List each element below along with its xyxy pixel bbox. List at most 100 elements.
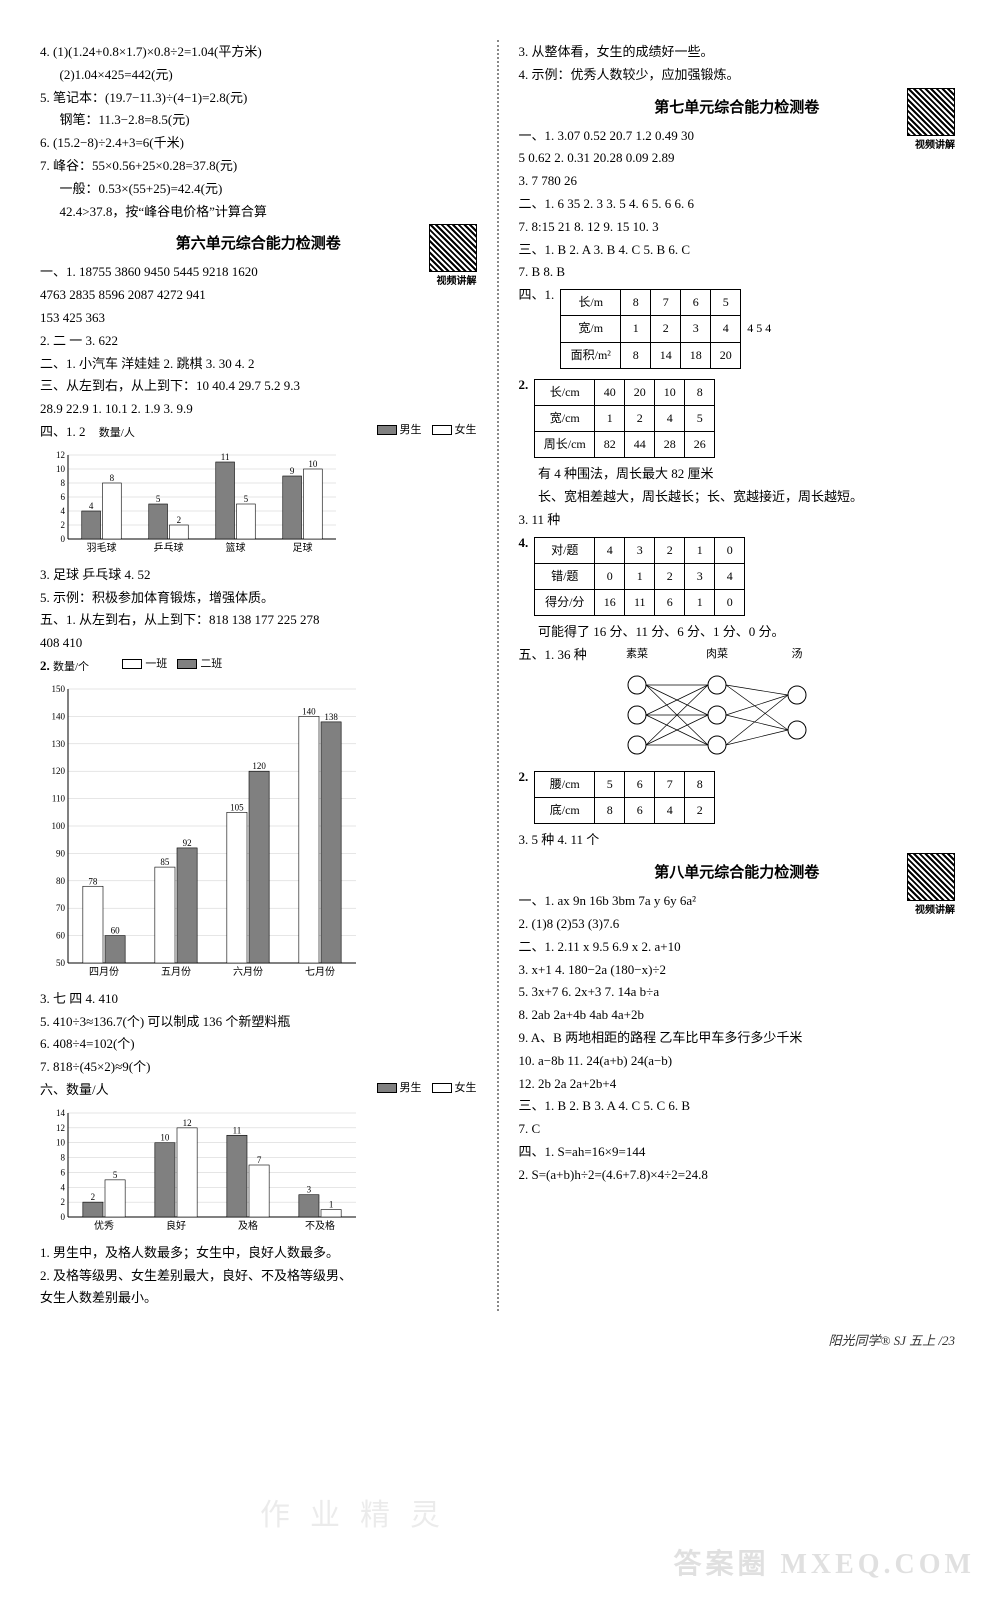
text: 三、从左到右，从上到下：10 40.4 29.7 5.2 9.3 <box>40 376 477 397</box>
table-perimeter: 长/cm4020108宽/cm1245周长/cm82442826 <box>534 379 715 459</box>
svg-text:12: 12 <box>183 1118 192 1128</box>
text: 1. 男生中，及格人数最多；女生中，良好人数最多。 <box>40 1243 477 1264</box>
svg-text:105: 105 <box>230 802 244 812</box>
text: 钢笔：11.3−2.8=8.5(元) <box>40 110 477 131</box>
text: 6. 408÷4=102(个) <box>40 1034 477 1055</box>
text: 一般：0.53×(55+25)=42.4(元) <box>40 179 477 200</box>
text: 5. 410÷3≈136.7(个) 可以制成 136 个新塑料瓶 <box>40 1012 477 1033</box>
text: 5. 笔记本：(19.7−11.3)÷(4−1)=2.8(元) <box>40 88 477 109</box>
svg-text:140: 140 <box>302 706 316 716</box>
svg-text:90: 90 <box>56 848 66 858</box>
ylabel: 数量/人 <box>99 427 135 439</box>
text: 5 0.62 2. 0.31 20.28 0.09 2.89 <box>519 148 956 169</box>
svg-text:60: 60 <box>111 925 121 935</box>
svg-text:5: 5 <box>244 494 249 504</box>
svg-text:78: 78 <box>88 876 98 886</box>
text: 10. a−8b 11. 24(a+b) 24(a−b) <box>519 1051 956 1072</box>
svg-text:肉菜: 肉菜 <box>706 647 728 660</box>
svg-text:素菜: 素菜 <box>626 647 648 660</box>
svg-text:4: 4 <box>61 506 66 516</box>
watermark-corner: 答案圈 MXEQ.COM <box>673 1543 975 1588</box>
qr-code-icon[interactable] <box>907 88 955 136</box>
qr-label: 视频讲解 <box>915 903 955 919</box>
text: 3. 足球 乒乓球 4. 52 <box>40 565 477 586</box>
svg-text:100: 100 <box>52 821 66 831</box>
text: 4. 示例：优秀人数较少，应加强锻炼。 <box>519 65 956 86</box>
chart3-head: 六、数量/人 男生 女生 <box>40 1080 477 1101</box>
svg-text:6: 6 <box>61 492 66 502</box>
table2-row: 2. 长/cm4020108宽/cm1245周长/cm82442826 <box>519 375 956 463</box>
svg-text:四月份: 四月份 <box>89 966 119 978</box>
svg-text:10: 10 <box>56 1137 66 1147</box>
text: 5. 3x+7 6. 2x+3 7. 14a b÷a <box>519 982 956 1003</box>
text: 长、宽相差越大，周长越长；长、宽越接近，周长越短。 <box>519 487 956 508</box>
text: 五、1. 从左到右，从上到下：818 138 177 225 278 <box>40 610 477 631</box>
text: 可能得了 16 分、11 分、6 分、1 分、0 分。 <box>519 622 956 643</box>
svg-text:8: 8 <box>61 1152 66 1162</box>
svg-text:2: 2 <box>61 1197 66 1207</box>
bar-chart-months: 50607080901001101201301401507860四月份8592五… <box>40 683 477 983</box>
text: 一、1. 18755 3860 9450 5445 9218 1620 <box>40 262 477 283</box>
text: 9. A、B 两地相距的路程 乙车比甲车多行多少千米 <box>519 1028 956 1049</box>
text: 三、1. B 2. B 3. A 4. C 5. C 6. B <box>519 1096 956 1117</box>
text: 4. (1)(1.24+0.8×1.7)×0.8÷2=1.04(平方米) <box>40 42 477 63</box>
legend-item: 二班 <box>177 656 222 674</box>
svg-text:11: 11 <box>221 452 230 462</box>
svg-text:及格: 及格 <box>238 1219 258 1232</box>
text: 3. 七 四 4. 410 <box>40 989 477 1010</box>
text: 153 425 363 <box>40 308 477 329</box>
chart2-head: 2. 数量/个 一班 二班 <box>40 656 477 677</box>
text: 7. 峰谷：55×0.56+25×0.28=37.8(元) <box>40 156 477 177</box>
text: 7. C <box>519 1119 956 1140</box>
svg-text:七月份: 七月份 <box>305 966 335 978</box>
svg-text:4: 4 <box>89 501 94 511</box>
text: 2. (1)8 (2)53 (3)7.6 <box>519 914 956 935</box>
text: 42.4>37.8，按“峰谷电价格”计算合算 <box>40 202 477 223</box>
svg-text:70: 70 <box>56 903 66 913</box>
text: 女生人数差别最小。 <box>40 1288 477 1309</box>
table3-row: 4. 对/题43210错/题01234得分/分1611610 <box>519 533 956 621</box>
text: 四、1. S=ah=16×9=144 <box>519 1142 956 1163</box>
text: 2. 及格等级男、女生差别最大，良好、不及格等级男、 <box>40 1266 477 1287</box>
text: 408 410 <box>40 633 477 654</box>
svg-text:110: 110 <box>52 793 66 803</box>
text: 四、1. 2 数量/人 男生 女生 <box>40 422 477 443</box>
table4-row: 2. 腰/cm5678底/cm8642 <box>519 767 956 828</box>
svg-text:10: 10 <box>160 1132 170 1142</box>
svg-text:1: 1 <box>329 1199 334 1209</box>
svg-text:150: 150 <box>52 684 66 694</box>
text: 二、1. 6 35 2. 3 3. 5 4. 6 5. 6 6. 6 <box>519 194 956 215</box>
svg-text:12: 12 <box>56 1123 65 1133</box>
text: 3. 从整体看，女生的成绩好一些。 <box>519 42 956 63</box>
net-row: 五、1. 36 种 素菜肉菜汤 <box>519 645 956 765</box>
svg-text:60: 60 <box>56 930 66 940</box>
text: 8. 2ab 2a+4b 4ab 4a+2b <box>519 1005 956 1026</box>
qr-code-icon[interactable] <box>907 853 955 901</box>
qr-code-icon[interactable] <box>429 224 477 272</box>
bar-chart-grades: 0246810121425优秀1012良好117及格31不及格 <box>40 1107 477 1237</box>
svg-text:汤: 汤 <box>791 646 802 660</box>
legend-item: 一班 <box>122 656 167 674</box>
legend-item: 男生 <box>377 422 422 440</box>
title-text: 第七单元综合能力检测卷 <box>654 100 819 116</box>
svg-text:8: 8 <box>110 473 115 483</box>
right-column: 3. 从整体看，女生的成绩好一些。 4. 示例：优秀人数较少，应加强锻炼。 第七… <box>519 40 956 1311</box>
watermark-mid: 作业精灵 <box>260 1492 460 1540</box>
text: 二、1. 2.11 x 9.5 6.9 x 2. a+10 <box>519 937 956 958</box>
text: 一、1. 3.07 0.52 20.7 1.2 0.49 30 <box>519 126 956 147</box>
svg-text:9: 9 <box>290 466 295 476</box>
ylabel: 数量/个 <box>53 661 89 673</box>
unit7-title: 第七单元综合能力检测卷 视频讲解 <box>519 96 956 120</box>
text: 7. B 8. B <box>519 262 956 283</box>
unit8-title: 第八单元综合能力检测卷 视频讲解 <box>519 861 956 885</box>
text: 12. 2b 2a 2a+2b+4 <box>519 1074 956 1095</box>
text: 二、1. 小汽车 洋娃娃 2. 跳棋 3. 30 4. 2 <box>40 354 477 375</box>
text: 3. x+1 4. 180−2a (180−x)÷2 <box>519 960 956 981</box>
svg-text:80: 80 <box>56 876 66 886</box>
svg-text:120: 120 <box>52 766 66 776</box>
svg-text:良好: 良好 <box>166 1219 186 1232</box>
qr-label: 视频讲解 <box>437 274 477 290</box>
svg-text:140: 140 <box>52 711 66 721</box>
table1-row: 四、1. 长/m8765宽/m1234面积/m²8141820 4 5 4 <box>519 285 956 373</box>
text: 6. (15.2−8)÷2.4+3=6(千米) <box>40 133 477 154</box>
